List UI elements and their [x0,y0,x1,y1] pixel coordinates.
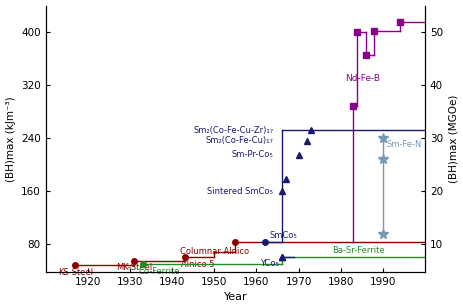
Text: Sm-Fe-N: Sm-Fe-N [386,140,421,149]
Text: SmCo₅: SmCo₅ [269,231,296,240]
Text: Columnar Alnico: Columnar Alnico [179,247,248,256]
Text: KS-Steel: KS-Steel [57,268,93,277]
Text: MK-Steel: MK-Steel [116,263,152,272]
Text: Ba-Sr-Ferrite: Ba-Sr-Ferrite [332,246,384,255]
Y-axis label: (BH)max (kJm⁻³): (BH)max (kJm⁻³) [6,96,16,182]
X-axis label: Year: Year [223,292,247,302]
Y-axis label: (BH)max (MGOe): (BH)max (MGOe) [447,95,457,183]
Text: Sm₂(Co-Fe-Cu)₁₇: Sm₂(Co-Fe-Cu)₁₇ [205,136,273,145]
Text: Sintered SmCo₅: Sintered SmCo₅ [207,187,273,196]
Text: Nd-Fe-B: Nd-Fe-B [344,74,379,83]
Text: Alnico 5: Alnico 5 [180,260,214,269]
Text: Sm-Pr-Co₅: Sm-Pr-Co₅ [231,150,273,159]
Text: YCo₅: YCo₅ [259,259,278,268]
Text: Co-Ferrite: Co-Ferrite [138,267,180,276]
Text: Sm₂(Co-Fe-Cu-Zr)₁₇: Sm₂(Co-Fe-Cu-Zr)₁₇ [193,126,273,135]
